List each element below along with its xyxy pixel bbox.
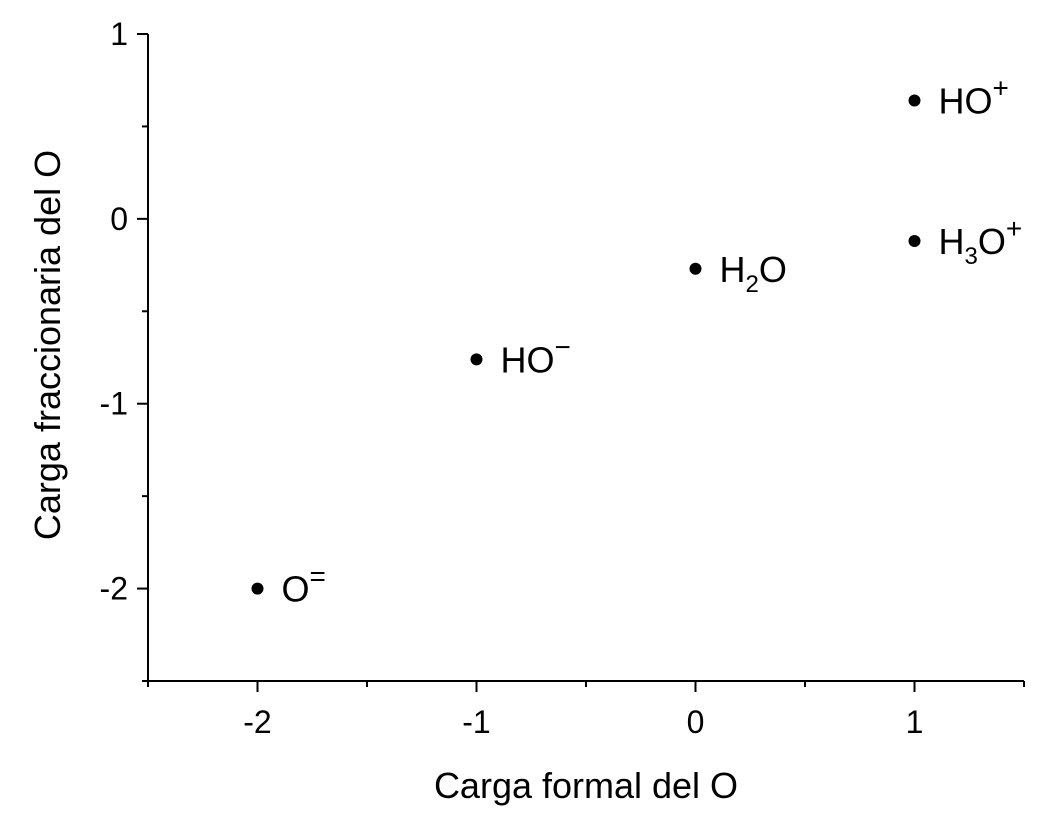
y-tick-label: 1 [110, 16, 128, 52]
point-label-superscript: + [993, 73, 1009, 104]
point-label: HO− [501, 331, 571, 380]
point-label-superscript: = [310, 561, 326, 592]
point-label-base: HO [939, 81, 993, 122]
x-tick-label: -1 [462, 704, 490, 740]
x-axis-title: Carga formal del O [434, 765, 738, 806]
point-label-base: H [720, 249, 746, 290]
point-label-rest: O [759, 249, 787, 290]
point-label-base: H [939, 221, 965, 262]
data-point [470, 353, 483, 366]
x-tick-label: -2 [243, 704, 271, 740]
point-label: O= [282, 561, 326, 610]
point-label-base: O [282, 569, 310, 610]
y-tick-label: 0 [110, 201, 128, 237]
point-label: H3O+ [939, 213, 1023, 270]
y-tick-label: -1 [100, 386, 128, 422]
ticks [137, 33, 1025, 692]
point-label: HO+ [939, 73, 1009, 122]
data-point [908, 235, 921, 248]
point-label-subscript: 3 [965, 243, 978, 270]
data-point [689, 262, 702, 275]
point-label-rest: O [978, 221, 1006, 262]
point-label: H2O [720, 249, 787, 298]
x-tick-label: 0 [687, 704, 705, 740]
y-tick-label: -2 [100, 571, 128, 607]
data-points [251, 94, 921, 595]
data-point [908, 94, 921, 107]
y-axis-title: Carga fraccionaria del O [27, 150, 68, 540]
axes [147, 34, 1024, 682]
point-label-base: HO [501, 339, 555, 380]
x-tick-label: 1 [906, 704, 924, 740]
point-label-superscript: + [1006, 213, 1022, 244]
tick-labels: -2 -1 0 1 -2 -1 0 1 [100, 16, 924, 740]
data-point [251, 582, 264, 595]
point-label-superscript: − [555, 331, 571, 362]
point-label-subscript: 2 [746, 271, 759, 298]
